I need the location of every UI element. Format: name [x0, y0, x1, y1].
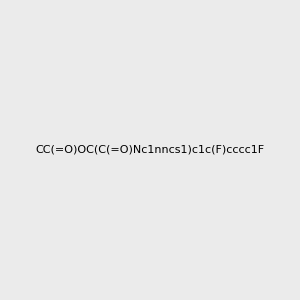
Text: CC(=O)OC(C(=O)Nc1nncs1)c1c(F)cccc1F: CC(=O)OC(C(=O)Nc1nncs1)c1c(F)cccc1F: [35, 145, 265, 155]
